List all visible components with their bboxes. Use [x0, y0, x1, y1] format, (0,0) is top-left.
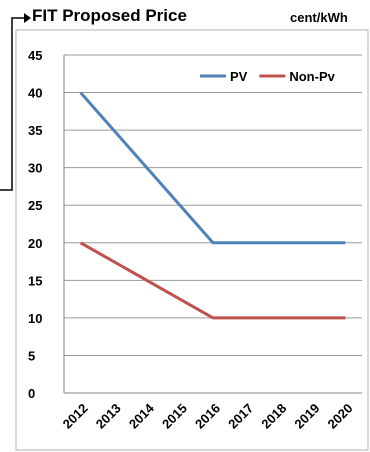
y-tick-label: 25 [28, 198, 42, 213]
y-tick-label: 40 [28, 86, 42, 101]
x-tick-label: 2018 [258, 401, 289, 432]
x-tick-label: 2020 [325, 401, 356, 432]
title-arrow-icon [0, 13, 31, 191]
legend-label: PV [230, 69, 248, 84]
legend: PV Non-Pv [200, 69, 336, 84]
x-tick-label: 2016 [192, 401, 223, 432]
x-tick-label: 2019 [291, 401, 322, 432]
y-tick-label: 20 [28, 236, 42, 251]
series-line-non-pv [79, 241, 346, 320]
gridlines [64, 54, 362, 356]
series-line-pv [79, 91, 346, 245]
chart-frame [15, 29, 369, 451]
x-tick-label: 2014 [126, 400, 158, 432]
chart-title: FIT Proposed Price [32, 6, 187, 25]
y-tick-labels: 0 5 10 15 20 25 30 35 40 45 [28, 48, 42, 401]
y-tick-label: 45 [28, 48, 42, 63]
x-tick-label: 2015 [159, 401, 190, 432]
x-tick-labels: 2012 2013 2014 2015 2016 2017 2018 2019 2020 [60, 400, 356, 432]
x-tick-label: 2012 [60, 401, 91, 432]
y-tick-label: 30 [28, 161, 42, 176]
y-tick-label: 10 [28, 311, 42, 326]
unit-label: cent/kWh [290, 10, 348, 25]
legend-label: Non-Pv [289, 69, 335, 84]
y-tick-label: 15 [28, 273, 42, 288]
axes [63, 55, 362, 394]
y-tick-label: 35 [28, 123, 42, 138]
x-tick-label: 2013 [93, 401, 124, 432]
x-tick-label: 2017 [225, 401, 256, 432]
y-tick-label: 5 [28, 348, 35, 363]
y-tick-label: 0 [28, 386, 35, 401]
series-lines [79, 91, 346, 320]
